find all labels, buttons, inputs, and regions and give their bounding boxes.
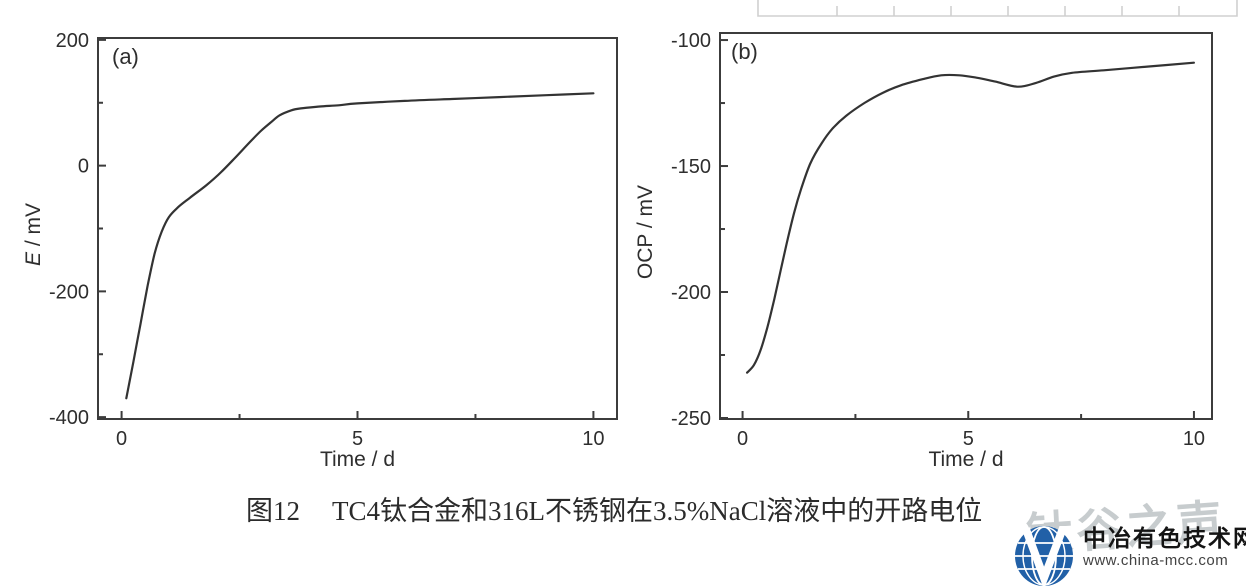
cropped-frame (757, 0, 1238, 17)
series-curve (745, 61, 1195, 374)
chart-panel-b: 0 5 10 -100 -150 -200 -250 Time / d OCP / mV (b) (634, 30, 1213, 471)
x-axis-label: Time / d (928, 448, 1003, 471)
y-tick-label: 0 (78, 156, 89, 178)
y-tick-label: 200 (56, 30, 89, 52)
y-tick-label: -100 (671, 30, 711, 52)
panel-label: (b) (731, 39, 758, 64)
y-tick-label: -400 (49, 407, 89, 429)
x-axis-label: Time / d (320, 448, 395, 471)
x-tick-label: 5 (963, 428, 974, 450)
caption-number: 图12 (246, 496, 300, 526)
site-name: 中冶有色技术网 (1083, 525, 1246, 551)
y-tick-label: -200 (671, 282, 711, 304)
cropped-plot-edge (757, 0, 1238, 17)
plot-frame (719, 32, 1213, 420)
y-tick-label: -250 (671, 408, 711, 430)
x-tick-label: 0 (737, 428, 748, 450)
chart-panel-a: 0 5 10 200 0 -200 -400 Time / d E / mV (a) (22, 30, 618, 471)
figure-caption: 图12 TC4钛合金和316L不锈钢在3.5%NaCl溶液中的开路电位 (246, 489, 982, 528)
x-tick-label: 10 (582, 428, 604, 450)
panel-label: (a) (112, 44, 139, 69)
site-logo-text: 中冶有色技术网 www.china-mcc.com (1083, 526, 1246, 569)
caption-text: TC4钛合金和316L不锈钢在3.5%NaCl溶液中的开路电位 (332, 496, 983, 526)
x-tick-label: 10 (1183, 428, 1205, 450)
site-url: www.china-mcc.com (1083, 552, 1229, 570)
y-tick-label: -200 (49, 281, 89, 303)
y-axis-label: OCP / mV (634, 185, 657, 279)
x-tick-label: 0 (116, 428, 127, 450)
series-curve (125, 92, 595, 400)
y-axis-label: E / mV (22, 203, 45, 266)
y-tick-label: -150 (671, 156, 711, 178)
globe-logo-icon (1015, 526, 1073, 587)
x-tick-label: 5 (352, 428, 363, 450)
site-logo: 中冶有色技术网 www.china-mcc.com (1014, 526, 1246, 587)
